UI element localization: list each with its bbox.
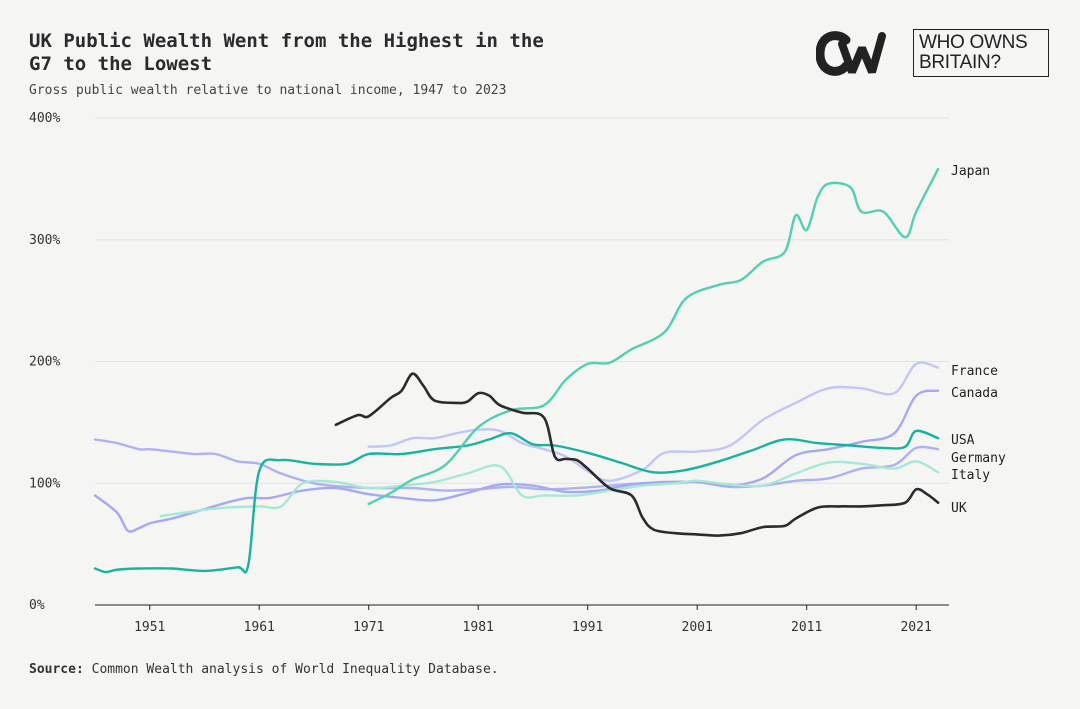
x-tick-label: 2021	[900, 620, 931, 635]
x-tick-label: 2011	[791, 620, 822, 635]
y-tick-label: 0%	[29, 598, 45, 613]
series-label-canada: Canada	[951, 386, 998, 401]
series-label-japan: Japan	[951, 164, 990, 179]
chart-title: UK Public Wealth Went from the Highest i…	[29, 30, 544, 75]
y-tick-label: 200%	[29, 355, 60, 370]
x-tick-label: 1971	[353, 620, 384, 635]
series-line-france	[367, 361, 940, 483]
series-label-germany: Germany	[951, 451, 1006, 466]
x-tick-label: 1981	[463, 620, 494, 635]
x-tick-label: 1991	[572, 620, 603, 635]
x-tick-label: 1961	[244, 620, 275, 635]
x-tick-label: 2001	[682, 620, 713, 635]
chart-subtitle: Gross public wealth relative to national…	[29, 83, 507, 98]
series-line-canada	[93, 389, 940, 533]
y-tick-label: 100%	[29, 476, 60, 491]
series-label-france: France	[951, 364, 998, 379]
series-label-italy: Italy	[951, 468, 990, 483]
common-wealth-logo-icon	[816, 31, 886, 76]
logo-line-2: BRITAIN?	[919, 52, 1001, 73]
series-line-uk	[334, 372, 940, 537]
y-tick-label: 300%	[29, 233, 60, 248]
source-note: Source: Common Wealth analysis of World …	[29, 662, 499, 677]
series-label-usa: USA	[951, 433, 975, 448]
who-owns-britain-logo: WHO OWNS BRITAIN?	[913, 29, 1049, 77]
y-tick-label: 400%	[29, 111, 60, 126]
series-line-usa	[93, 429, 940, 574]
series-label-uk: UK	[951, 501, 967, 516]
logo-line-1: WHO OWNS	[919, 32, 1028, 53]
x-tick-label: 1951	[134, 620, 165, 635]
source-label: Source:	[29, 662, 84, 677]
series-line-japan	[367, 167, 940, 506]
source-text: Common Wealth analysis of World Inequali…	[83, 662, 499, 677]
series-line-italy	[159, 460, 940, 518]
